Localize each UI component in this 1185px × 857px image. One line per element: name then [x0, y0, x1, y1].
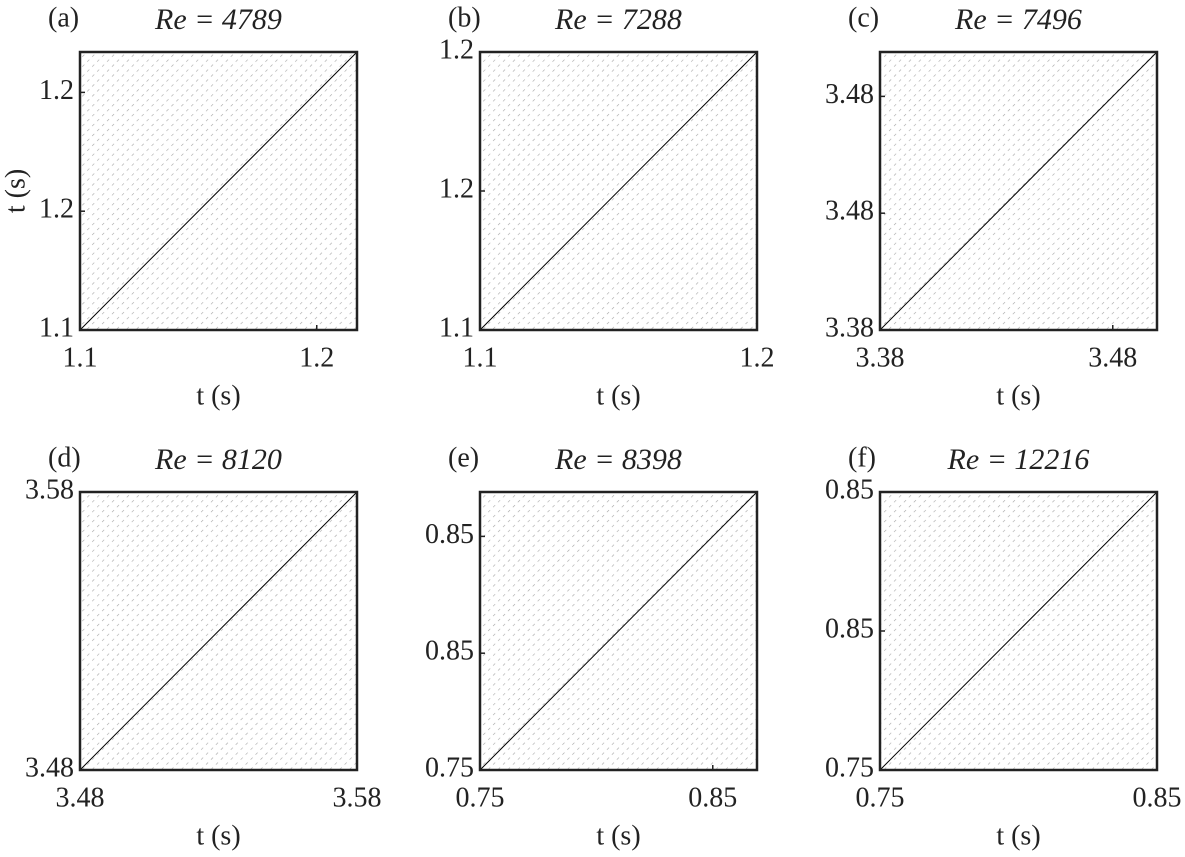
panel-label: (a)	[48, 2, 79, 33]
title: Re = 4789	[154, 3, 282, 36]
x-tick-label: 1.2	[740, 342, 775, 373]
y-tick-label: 1.2	[39, 75, 74, 106]
diagonal	[79, 491, 358, 771]
axes-box	[878, 50, 1159, 332]
y-tick-label: 0.85	[825, 613, 874, 644]
y-tick-label: 1.2	[439, 173, 474, 204]
y-tick-label: 1.2	[439, 34, 474, 65]
x-tick-label: 3.48	[1088, 342, 1137, 373]
y-tick-label: 1.1	[439, 312, 474, 343]
title: Re = 8120	[154, 443, 282, 476]
x-tick-label: 1.1	[63, 342, 98, 373]
diagonal	[79, 51, 358, 331]
diagonal	[879, 51, 1158, 331]
panel-label: (c)	[848, 2, 879, 33]
y-tick-label: 0.85	[425, 636, 474, 667]
axes-box	[478, 490, 759, 772]
title: Re = 8398	[554, 443, 682, 476]
y-tick-label: 0.85	[825, 474, 874, 505]
panel-label: (f)	[848, 442, 876, 473]
x-tick-label: 0.75	[856, 782, 905, 813]
y-tick-label: 0.75	[425, 752, 474, 783]
y-axis-label: t (s)	[0, 169, 31, 213]
x-tick-label: 1.2	[299, 342, 334, 373]
y-tick-label: 3.48	[825, 79, 874, 110]
title: Re = 12216	[947, 443, 1090, 476]
y-tick-label: 0.75	[825, 752, 874, 783]
diagonal	[479, 51, 758, 331]
x-axis-label: t (s)	[196, 820, 240, 851]
x-tick-label: 0.85	[1133, 782, 1182, 813]
panel-label: (e)	[448, 442, 479, 473]
y-tick-label: 1.2	[39, 194, 74, 225]
x-axis-label: t (s)	[996, 820, 1040, 851]
diagonal	[479, 491, 758, 771]
y-tick-label: 3.48	[825, 196, 874, 227]
title: Re = 7288	[554, 3, 682, 36]
x-tick-label: 0.75	[456, 782, 505, 813]
title: Re = 7496	[954, 3, 1082, 36]
y-tick-label: 0.85	[425, 519, 474, 550]
diagonal	[879, 491, 1158, 771]
y-tick-label: 3.38	[825, 312, 874, 343]
axes-box	[78, 50, 359, 332]
y-tick-label: 3.48	[25, 752, 74, 783]
axes-box	[78, 490, 359, 772]
x-tick-label: 3.38	[856, 342, 905, 373]
x-axis-label: t (s)	[596, 380, 640, 411]
x-tick-label: 3.58	[333, 782, 382, 813]
panel-label: (d)	[48, 442, 81, 473]
y-tick-label: 3.58	[25, 474, 74, 505]
x-tick-label: 1.1	[463, 342, 498, 373]
y-tick-label: 1.1	[39, 312, 74, 343]
x-axis-label: t (s)	[596, 820, 640, 851]
x-tick-label: 0.85	[688, 782, 737, 813]
panel-label: (b)	[448, 2, 481, 33]
x-axis-label: t (s)	[196, 380, 240, 411]
x-tick-label: 3.48	[56, 782, 105, 813]
x-axis-label: t (s)	[996, 380, 1040, 411]
